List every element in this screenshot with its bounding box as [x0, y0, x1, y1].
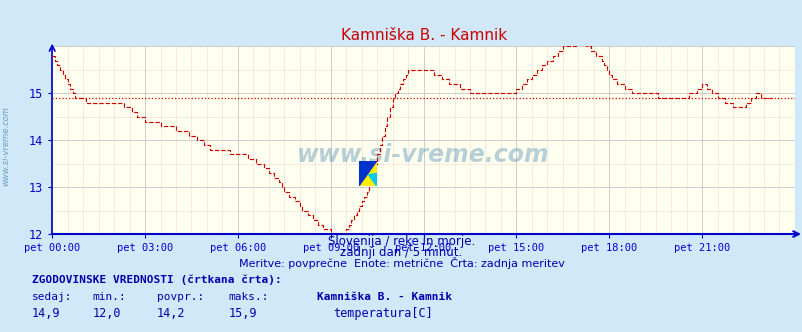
Text: ZGODOVINSKE VREDNOSTI (črtkana črta):: ZGODOVINSKE VREDNOSTI (črtkana črta): [32, 274, 282, 285]
Text: www.si-vreme.com: www.si-vreme.com [297, 143, 549, 167]
Text: zadnji dan / 5 minut.: zadnji dan / 5 minut. [340, 246, 462, 259]
Text: Slovenija / reke in morje.: Slovenija / reke in morje. [327, 235, 475, 248]
Polygon shape [358, 161, 376, 186]
Text: 14,9: 14,9 [32, 307, 60, 320]
Polygon shape [368, 173, 376, 186]
Text: 12,0: 12,0 [92, 307, 120, 320]
Text: Meritve: povprečne  Enote: metrične  Črta: zadnja meritev: Meritve: povprečne Enote: metrične Črta:… [238, 257, 564, 269]
Text: temperatura[C]: temperatura[C] [333, 307, 432, 320]
Text: 14,2: 14,2 [156, 307, 184, 320]
Polygon shape [358, 161, 376, 186]
Text: www.si-vreme.com: www.si-vreme.com [1, 106, 10, 186]
Text: Kamniška B. - Kamnik: Kamniška B. - Kamnik [317, 292, 452, 302]
Text: povpr.:: povpr.: [156, 292, 204, 302]
Title: Kamniška B. - Kamnik: Kamniška B. - Kamnik [340, 28, 506, 42]
Text: sedaj:: sedaj: [32, 292, 72, 302]
Text: 15,9: 15,9 [229, 307, 257, 320]
Text: maks.:: maks.: [229, 292, 269, 302]
Text: min.:: min.: [92, 292, 126, 302]
